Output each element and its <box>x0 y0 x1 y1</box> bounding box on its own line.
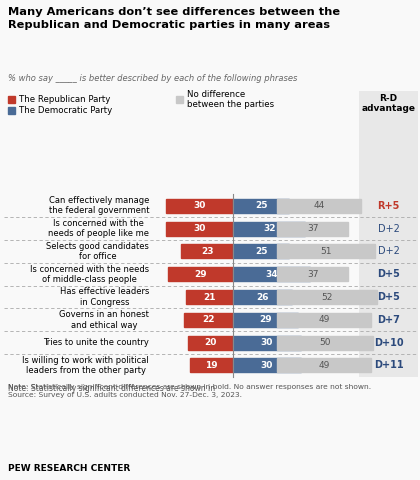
Text: 30: 30 <box>193 201 205 210</box>
Text: Selects good candidates
for office: Selects good candidates for office <box>46 242 149 261</box>
Bar <box>8 107 15 114</box>
Text: D+2: D+2 <box>378 224 399 234</box>
Bar <box>277 290 377 304</box>
Text: Many Americans don’t see differences between the
Republican and Democratic parti: Many Americans don’t see differences bet… <box>8 7 341 30</box>
Text: 30: 30 <box>193 224 205 233</box>
Bar <box>233 267 310 281</box>
Bar <box>233 244 289 258</box>
Text: 50: 50 <box>319 338 331 347</box>
Text: The Democratic Party: The Democratic Party <box>19 106 112 115</box>
Bar <box>233 222 305 236</box>
Bar <box>233 336 301 349</box>
Text: 37: 37 <box>307 224 318 233</box>
Text: 29: 29 <box>194 270 207 279</box>
Bar <box>277 244 375 258</box>
Text: 19: 19 <box>205 361 218 370</box>
Bar <box>186 290 233 304</box>
Bar <box>184 313 233 327</box>
Bar <box>190 359 233 372</box>
Text: D+2: D+2 <box>378 246 399 256</box>
Bar <box>181 244 233 258</box>
Text: 30: 30 <box>261 361 273 370</box>
Text: 34: 34 <box>265 270 278 279</box>
Text: D+5: D+5 <box>377 269 400 279</box>
Text: 37: 37 <box>307 270 318 279</box>
Bar <box>277 313 371 327</box>
Text: The Republican Party: The Republican Party <box>19 95 110 104</box>
Text: 44: 44 <box>314 201 325 210</box>
Bar <box>165 199 233 213</box>
Text: Is concerned with the
needs of people like me: Is concerned with the needs of people li… <box>48 219 149 238</box>
Text: 52: 52 <box>321 292 333 301</box>
Bar <box>233 359 301 372</box>
Text: 25: 25 <box>255 247 268 256</box>
Bar <box>188 336 233 349</box>
Text: R-D
advantage: R-D advantage <box>362 94 415 113</box>
Text: 30: 30 <box>261 338 273 347</box>
Text: D+11: D+11 <box>374 360 403 371</box>
Bar <box>277 222 348 236</box>
Text: % who say _____ is better described by each of the following phrases: % who say _____ is better described by e… <box>8 74 298 84</box>
Text: 26: 26 <box>256 292 269 301</box>
Text: 51: 51 <box>320 247 332 256</box>
Bar <box>176 96 183 103</box>
Bar <box>168 267 233 281</box>
Bar <box>233 199 289 213</box>
Text: 29: 29 <box>260 315 272 324</box>
Text: 20: 20 <box>205 338 217 347</box>
Text: D+10: D+10 <box>374 337 403 348</box>
Text: Has effective leaders
in Congress: Has effective leaders in Congress <box>60 288 149 307</box>
Text: 21: 21 <box>203 292 216 301</box>
Bar <box>277 199 362 213</box>
Bar <box>233 290 291 304</box>
Bar <box>359 91 418 377</box>
Bar <box>277 359 371 372</box>
Bar <box>277 267 348 281</box>
Text: Note: Statistically significant differences are shown in: Note: Statistically significant differen… <box>8 384 218 393</box>
Text: D+5: D+5 <box>377 292 400 302</box>
Text: No difference
between the parties: No difference between the parties <box>187 90 274 109</box>
Text: Note: Statistically significant differences are shown in bold. No answer respons: Note: Statistically significant differen… <box>8 384 372 397</box>
Bar <box>277 336 373 349</box>
Text: Is concerned with the needs
of middle-class people: Is concerned with the needs of middle-cl… <box>30 264 149 284</box>
Text: PEW RESEARCH CENTER: PEW RESEARCH CENTER <box>8 464 131 473</box>
Text: R+5: R+5 <box>377 201 400 211</box>
Text: Can effectively manage
the federal government: Can effectively manage the federal gover… <box>49 196 149 216</box>
Text: 25: 25 <box>255 201 268 210</box>
Bar <box>8 96 15 103</box>
Text: 22: 22 <box>202 315 215 324</box>
Bar <box>233 313 299 327</box>
Text: 23: 23 <box>201 247 213 256</box>
Text: Is willing to work with political
leaders from the other party: Is willing to work with political leader… <box>22 356 149 375</box>
Text: 49: 49 <box>318 361 330 370</box>
Text: 32: 32 <box>263 224 276 233</box>
Text: D+7: D+7 <box>377 315 400 325</box>
Text: Governs in an honest
and ethical way: Governs in an honest and ethical way <box>59 310 149 329</box>
Bar <box>165 222 233 236</box>
Text: Tries to unite the country: Tries to unite the country <box>43 338 149 347</box>
Text: 49: 49 <box>318 315 330 324</box>
